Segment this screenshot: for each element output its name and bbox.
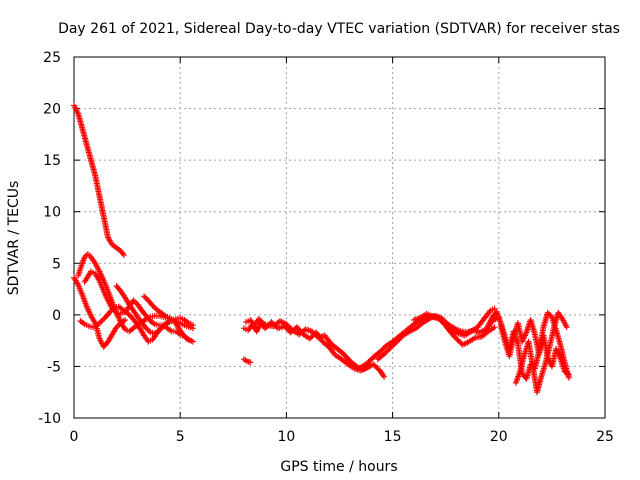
x-tick-label: 0 — [70, 429, 79, 445]
y-tick-label: -5 — [47, 359, 61, 375]
y-tick-label: 10 — [43, 205, 61, 221]
series-track-6 — [113, 282, 196, 337]
series-track-1 — [71, 102, 127, 259]
plot-frame — [73, 56, 606, 419]
y-axis-label: SDTVAR / TECUs — [6, 181, 22, 296]
series-track-7 — [141, 293, 194, 331]
series-track-10 — [240, 356, 254, 366]
x-tick-label: 5 — [176, 429, 185, 445]
tick-labels: 0 5 10 15 20 25 -10 -5 0 5 10 15 20 25 — [38, 50, 614, 445]
grid-lines — [74, 57, 605, 418]
x-tick-label: 20 — [490, 429, 508, 445]
y-tick-label: 15 — [43, 153, 61, 169]
series-track-8 — [240, 319, 388, 380]
x-tick-label: 10 — [277, 429, 295, 445]
series-track-16 — [512, 309, 570, 396]
x-tick-label: 15 — [384, 429, 402, 445]
series-track-15 — [497, 309, 572, 381]
x-axis-label: GPS time / hours — [280, 459, 397, 475]
data-points — [71, 102, 572, 396]
y-tick-label: 5 — [52, 256, 61, 272]
y-tick-label: -10 — [38, 411, 61, 427]
y-tick-label: 0 — [52, 308, 61, 324]
axis-ticks — [73, 56, 606, 419]
series-track-9 — [243, 315, 373, 373]
series-track-13 — [410, 305, 498, 339]
x-tick-label: 25 — [596, 429, 614, 445]
chart-title: Day 261 of 2021, Sidereal Day-to-day VTE… — [58, 21, 620, 37]
y-tick-label: 20 — [43, 102, 61, 118]
y-tick-label: 25 — [43, 50, 61, 66]
